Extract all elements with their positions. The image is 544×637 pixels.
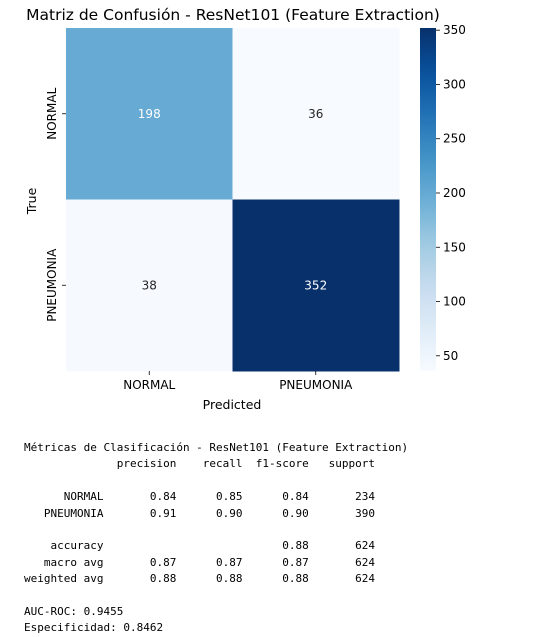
chart-title: Matriz de Confusión - ResNet101 (Feature… bbox=[26, 6, 440, 24]
cell-value-label: 352 bbox=[304, 278, 327, 292]
y-axis-label: True bbox=[24, 187, 39, 215]
report-line: Métricas de Clasificación - ResNet101 (F… bbox=[24, 441, 409, 454]
x-axis-label: Predicted bbox=[203, 397, 262, 412]
heatmap-cells bbox=[66, 28, 400, 372]
report-line: Especificidad: 0.8462 bbox=[24, 621, 164, 635]
colorbar: 50 100 150 200 250 300 350 bbox=[420, 23, 466, 371]
report-line: precision recall f1-score support bbox=[24, 457, 375, 471]
report-line bbox=[24, 473, 408, 489]
heatmap-cell bbox=[232, 199, 400, 372]
heatmap-cell-labels: 198 36 38 352 bbox=[138, 107, 327, 293]
heatmap-cell bbox=[66, 199, 233, 372]
report-line bbox=[24, 522, 408, 538]
cell-value-label: 36 bbox=[308, 107, 323, 121]
report-line: NORMAL 0.84 0.85 0.84 234 bbox=[24, 490, 375, 504]
y-axis-ticks: NORMAL PNEUMONIA bbox=[45, 87, 66, 322]
classification-report: Métricas de Clasificación - ResNet101 (F… bbox=[24, 440, 408, 637]
report-line bbox=[24, 588, 408, 604]
colorbar-ticks: 50 100 150 200 250 300 350 bbox=[436, 23, 466, 363]
y-tick-label: NORMAL bbox=[45, 87, 59, 139]
heatmap-cell bbox=[66, 28, 233, 200]
cell-value-label: 38 bbox=[142, 278, 157, 292]
heatmap-cell bbox=[232, 28, 400, 200]
colorbar-tick-label: 250 bbox=[443, 132, 466, 146]
report-line: weighted avg 0.88 0.88 0.88 624 bbox=[24, 572, 375, 586]
report-line: AUC-ROC: 0.9455 bbox=[24, 604, 124, 618]
x-tick-label: NORMAL bbox=[123, 378, 175, 392]
colorbar-tick-label: 150 bbox=[443, 240, 466, 254]
colorbar-tick-label: 200 bbox=[443, 186, 466, 200]
y-tick-label: PNEUMONIA bbox=[45, 248, 59, 322]
colorbar-gradient bbox=[420, 28, 436, 371]
colorbar-tick-label: 50 bbox=[443, 349, 458, 363]
x-axis-ticks: NORMAL PNEUMONIA bbox=[123, 371, 353, 392]
confusion-matrix-figure: Matriz de Confusión - ResNet101 (Feature… bbox=[24, 6, 466, 412]
colorbar-tick-label: 100 bbox=[443, 295, 466, 309]
colorbar-tick-label: 300 bbox=[443, 77, 466, 91]
x-tick-label: PNEUMONIA bbox=[279, 378, 353, 392]
colorbar-tick-label: 350 bbox=[443, 23, 466, 37]
cell-value-label: 198 bbox=[138, 107, 161, 121]
report-line: macro avg 0.87 0.87 0.87 624 bbox=[24, 555, 375, 569]
report-line: accuracy 0.88 624 bbox=[24, 539, 375, 553]
report-line: PNEUMONIA 0.91 0.90 0.90 390 bbox=[24, 506, 375, 520]
